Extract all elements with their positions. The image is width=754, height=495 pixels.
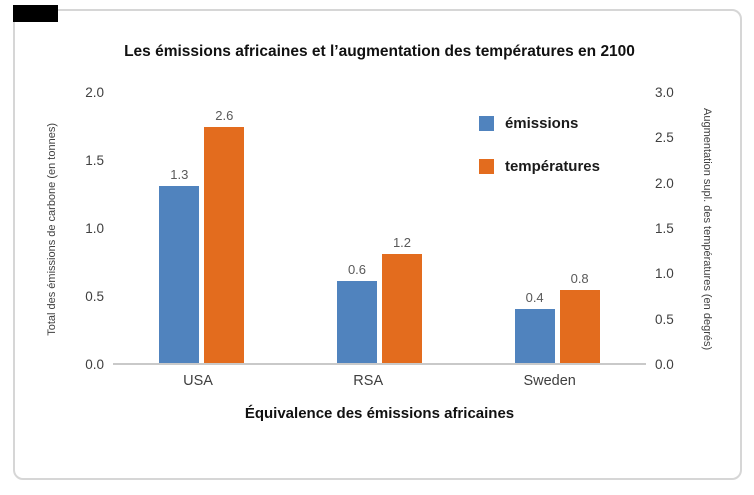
axis-tick-label: 0.0 bbox=[85, 357, 104, 372]
legend-label-temperatures: températures bbox=[504, 158, 600, 175]
axis-tick-label: 0.0 bbox=[655, 356, 674, 372]
chart-card: Les émissions africaines et l’augmentati… bbox=[13, 9, 742, 480]
bar-value-label: 2.6 bbox=[215, 108, 234, 123]
right-axis-ticks: 3.0 2.5 2.0 1.5 1.0 0.5 0.0 bbox=[646, 85, 692, 373]
left-axis-title-text: Total des émissions de carbone (en tonne… bbox=[46, 122, 58, 336]
bar-emissions-usa: 1.3 bbox=[159, 93, 200, 363]
bar-group-rsa: 0.6 1.2 bbox=[336, 93, 422, 363]
legend-item-temperatures: températures bbox=[478, 158, 600, 175]
bar-temperatures-rsa: 1.2 bbox=[381, 93, 422, 363]
axis-tick-label: 0.5 bbox=[85, 289, 104, 304]
bar-value-label: 0.8 bbox=[570, 271, 589, 286]
bar-group-sweden: 0.4 0.8 bbox=[514, 93, 600, 363]
bar-rect bbox=[159, 186, 200, 363]
corner-black-patch bbox=[13, 5, 58, 22]
legend-item-emissions: émissions bbox=[478, 115, 600, 132]
bar-rect bbox=[559, 290, 600, 363]
bar-emissions-rsa: 0.6 bbox=[336, 93, 377, 363]
bar-emissions-sweden: 0.4 bbox=[514, 93, 555, 363]
bar-rect bbox=[336, 281, 377, 363]
axis-tick-label: 2.0 bbox=[85, 85, 104, 100]
x-category-labels: USA RSA Sweden bbox=[113, 365, 646, 389]
axis-tick-label: 2.5 bbox=[655, 130, 674, 146]
axis-tick-label: 2.0 bbox=[655, 175, 674, 191]
bar-group-usa: 1.3 2.6 bbox=[159, 93, 245, 363]
x-category-label: USA bbox=[183, 373, 213, 389]
bar-value-label: 0.6 bbox=[347, 262, 367, 277]
axis-tick-label: 1.5 bbox=[655, 220, 674, 236]
axis-tick-label: 1.0 bbox=[655, 266, 674, 282]
legend: émissions températures bbox=[478, 115, 600, 175]
left-axis-ticks: 2.0 1.5 1.0 0.5 0.0 bbox=[67, 85, 113, 373]
x-axis-title: Équivalence des émissions africaines bbox=[244, 405, 515, 422]
axis-tick-label: 0.5 bbox=[655, 311, 674, 327]
legend-label-emissions: émissions bbox=[504, 115, 579, 132]
chart-title: Les émissions africaines et l’augmentati… bbox=[124, 43, 635, 60]
bar-rect bbox=[381, 254, 422, 363]
bar-temperatures-usa: 2.6 bbox=[204, 93, 245, 363]
right-axis-title: Augmentation supl. des températures (en … bbox=[692, 93, 722, 365]
plot-area: émissions températures 1.3 2.6 0.6 1.2 0.4 0.8 bbox=[113, 93, 646, 365]
bar-rect bbox=[204, 127, 245, 363]
x-category-label: Sweden bbox=[523, 373, 576, 389]
axis-tick-label: 1.0 bbox=[85, 221, 104, 236]
axis-tick-label: 3.0 bbox=[655, 85, 674, 100]
bar-rect bbox=[514, 309, 555, 363]
legend-swatch-temperatures bbox=[478, 159, 494, 174]
chart-body: Total des émissions de carbone (en tonne… bbox=[37, 85, 722, 389]
bar-value-label: 1.2 bbox=[392, 235, 412, 250]
right-axis-title-text: Augmentation supl. des températures (en … bbox=[701, 107, 713, 351]
axis-tick-label: 1.5 bbox=[85, 153, 104, 168]
left-axis-title: Total des émissions de carbone (en tonne… bbox=[37, 93, 67, 365]
bar-value-label: 1.3 bbox=[170, 167, 189, 182]
bar-temperatures-sweden: 0.8 bbox=[559, 93, 600, 363]
legend-swatch-emissions bbox=[478, 116, 494, 131]
bar-value-label: 0.4 bbox=[525, 290, 544, 305]
plot-wrap: émissions températures 1.3 2.6 0.6 1.2 0.4 0.8… bbox=[113, 93, 646, 389]
x-category-label: RSA bbox=[353, 373, 384, 389]
